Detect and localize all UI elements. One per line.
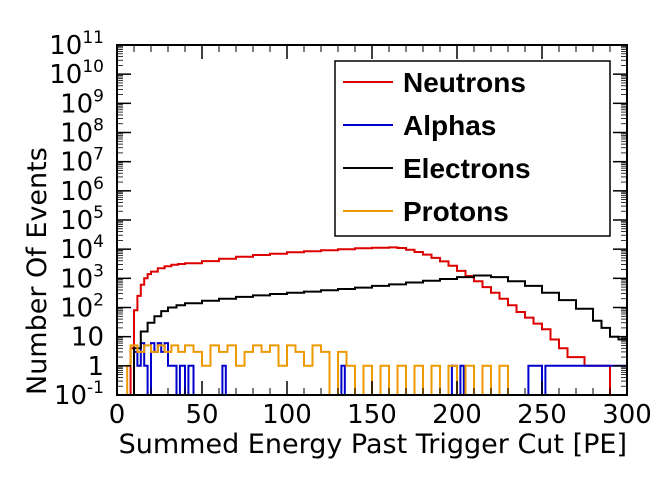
legend-label-protons: Protons <box>403 196 509 227</box>
legend-box <box>334 60 611 237</box>
y-axis-title: Number Of Events <box>22 147 53 395</box>
y-tick-label: 1 <box>87 352 104 382</box>
y-tick-label: 104 <box>60 232 104 265</box>
x-tick-label: 100 <box>262 400 312 430</box>
x-tick-label: 0 <box>109 400 126 430</box>
y-tick-label: 102 <box>60 291 104 324</box>
x-tick-label: 50 <box>185 400 218 430</box>
legend-label-alphas: Alphas <box>403 110 496 141</box>
y-tick-label: 1011 <box>49 28 104 61</box>
x-tick-label: 300 <box>602 400 652 430</box>
series-layer <box>117 246 628 396</box>
series-neutrons-line <box>117 246 627 396</box>
x-tick-label: 250 <box>517 400 567 430</box>
x-axis: 0 50 100 150 200 250 300 <box>109 45 652 430</box>
y-tick-label: 107 <box>60 145 104 178</box>
y-tick-label: 10 <box>71 323 104 353</box>
x-axis-title: Summed Energy Past Trigger Cut [PE] <box>119 429 627 460</box>
y-tick-label: 1010 <box>49 57 104 90</box>
y-tick-label: 105 <box>60 203 104 236</box>
y-tick-label: 106 <box>60 174 104 207</box>
legend-items: Neutrons Alphas Electrons Protons <box>343 67 531 227</box>
series-protons-line <box>117 344 627 396</box>
y-tick-label: 10-1 <box>54 378 104 411</box>
legend: Neutrons Alphas Electrons Protons <box>334 60 611 237</box>
y-tick-label: 108 <box>60 116 104 149</box>
x-tick-label: 200 <box>432 400 482 430</box>
x-tick-label: 150 <box>347 400 397 430</box>
legend-label-neutrons: Neutrons <box>403 67 526 98</box>
series-electrons-line <box>117 274 627 396</box>
legend-label-electrons: Electrons <box>403 153 531 184</box>
y-tick-label: 109 <box>60 86 104 119</box>
y-tick-label: 103 <box>60 261 104 294</box>
